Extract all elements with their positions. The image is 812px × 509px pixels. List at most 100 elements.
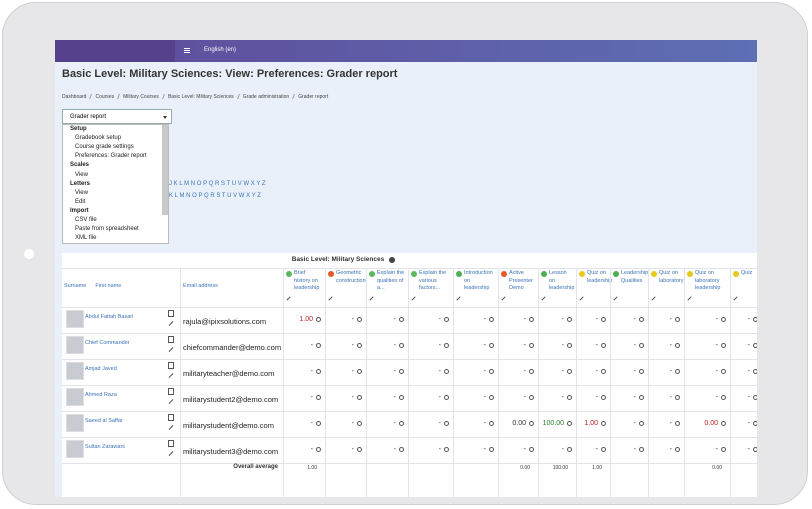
grade-cell[interactable]: - xyxy=(576,316,606,323)
report-icon[interactable] xyxy=(168,310,174,317)
edit-icon[interactable] xyxy=(168,425,174,430)
grade-cell[interactable]: - xyxy=(648,394,680,401)
search-icon[interactable] xyxy=(316,446,321,452)
grade-cell[interactable]: - xyxy=(576,446,606,453)
grade-cell[interactable]: - xyxy=(730,316,757,323)
item-header[interactable]: Quiz xyxy=(741,270,753,276)
search-icon[interactable] xyxy=(721,342,726,348)
avatar[interactable] xyxy=(66,388,84,406)
grade-cell[interactable]: - xyxy=(730,394,757,401)
search-icon[interactable] xyxy=(399,420,404,426)
grade-cell[interactable]: - xyxy=(453,368,494,375)
search-icon[interactable] xyxy=(489,394,494,400)
search-icon[interactable] xyxy=(316,368,321,374)
grade-cell[interactable]: - xyxy=(648,420,680,427)
report-icon[interactable] xyxy=(168,440,174,447)
option[interactable]: Paste from spreadsheet xyxy=(75,226,139,233)
grade-cell[interactable]: - xyxy=(283,446,321,453)
student-name[interactable]: Chief Commander xyxy=(85,340,130,346)
grade-cell[interactable]: - xyxy=(325,394,362,401)
grade-cell[interactable]: - xyxy=(610,446,644,453)
breadcrumb-item[interactable]: Dashboard xyxy=(62,94,87,100)
grade-cell[interactable]: - xyxy=(408,368,449,375)
grade-cell[interactable]: - xyxy=(538,446,572,453)
report-icon[interactable] xyxy=(168,414,174,421)
search-icon[interactable] xyxy=(316,394,321,400)
grade-cell[interactable]: - xyxy=(730,368,757,375)
search-icon[interactable] xyxy=(675,342,680,348)
search-icon[interactable] xyxy=(529,394,534,400)
search-icon[interactable] xyxy=(721,420,726,426)
email-header[interactable]: Email address xyxy=(183,283,218,289)
surname-header[interactable]: Surname xyxy=(64,283,87,289)
search-icon[interactable] xyxy=(753,316,757,322)
avatar[interactable] xyxy=(66,310,84,328)
grade-cell[interactable]: - xyxy=(325,420,362,427)
search-icon[interactable] xyxy=(601,420,606,426)
grade-cell[interactable]: - xyxy=(408,420,449,427)
grade-cell[interactable]: - xyxy=(610,394,644,401)
grade-cell[interactable]: - xyxy=(325,446,362,453)
grade-cell[interactable]: - xyxy=(538,394,572,401)
search-icon[interactable] xyxy=(357,394,362,400)
search-icon[interactable] xyxy=(529,342,534,348)
menu-toggle[interactable] xyxy=(184,48,190,49)
grade-cell[interactable]: - xyxy=(538,342,572,349)
item-header[interactable]: Lesson on leadership xyxy=(549,270,575,291)
grade-cell[interactable]: - xyxy=(453,342,494,349)
search-icon[interactable] xyxy=(357,316,362,322)
option[interactable]: CSV file xyxy=(75,217,97,223)
grade-cell[interactable]: - xyxy=(610,420,644,427)
search-icon[interactable] xyxy=(675,394,680,400)
search-icon[interactable] xyxy=(529,446,534,452)
home-button[interactable] xyxy=(24,249,34,259)
grade-cell[interactable]: 0.00 xyxy=(498,420,534,427)
grade-cell[interactable]: - xyxy=(684,368,726,375)
option[interactable]: View xyxy=(75,189,88,196)
breadcrumb-item[interactable]: Basic Level: Military Sciences xyxy=(167,94,234,100)
search-icon[interactable] xyxy=(567,394,572,400)
grade-cell[interactable]: - xyxy=(648,342,680,349)
report-icon[interactable] xyxy=(168,362,174,369)
search-icon[interactable] xyxy=(489,446,494,452)
search-icon[interactable] xyxy=(601,316,606,322)
search-icon[interactable] xyxy=(601,368,606,374)
grade-cell[interactable]: - xyxy=(453,446,494,453)
search-icon[interactable] xyxy=(399,316,404,322)
search-icon[interactable] xyxy=(753,394,757,400)
search-icon[interactable] xyxy=(601,394,606,400)
grade-cell[interactable]: - xyxy=(730,446,757,453)
search-icon[interactable] xyxy=(567,342,572,348)
search-icon[interactable] xyxy=(753,342,757,348)
grade-cell[interactable]: - xyxy=(610,342,644,349)
option[interactable]: XML file xyxy=(75,235,97,242)
search-icon[interactable] xyxy=(357,342,362,348)
edit-icon[interactable] xyxy=(168,321,174,326)
search-icon[interactable] xyxy=(529,368,534,374)
grade-cell[interactable]: - xyxy=(366,394,404,401)
search-icon[interactable] xyxy=(639,316,644,322)
item-header[interactable]: Quiz on laboratory leadership xyxy=(695,270,721,291)
avatar[interactable] xyxy=(66,336,84,354)
search-icon[interactable] xyxy=(489,368,494,374)
breadcrumb-item[interactable]: Courses xyxy=(95,94,115,100)
search-icon[interactable] xyxy=(444,394,449,400)
grade-cell[interactable]: - xyxy=(730,342,757,349)
first-name-header[interactable]: First name xyxy=(95,283,122,289)
search-icon[interactable] xyxy=(399,368,404,374)
search-icon[interactable] xyxy=(444,446,449,452)
search-icon[interactable] xyxy=(675,368,680,374)
grade-cell[interactable]: - xyxy=(610,368,644,375)
grade-cell[interactable]: 1.00 xyxy=(283,316,321,323)
breadcrumb-item[interactable]: Grader report xyxy=(298,94,329,100)
grade-cell[interactable]: - xyxy=(610,316,644,323)
edit-icon[interactable] xyxy=(168,347,174,352)
grade-cell[interactable]: - xyxy=(283,342,321,349)
grade-cell[interactable]: - xyxy=(408,342,449,349)
grade-cell[interactable]: - xyxy=(408,446,449,453)
grade-cell[interactable]: 100.00 xyxy=(538,420,572,427)
grade-cell[interactable]: - xyxy=(576,394,606,401)
item-header[interactable]: Explain the various factors... xyxy=(419,270,447,291)
initials-row[interactable]: J K L M N O P Q R S T U V W X Y Z xyxy=(169,181,266,187)
avatar[interactable] xyxy=(66,362,84,380)
